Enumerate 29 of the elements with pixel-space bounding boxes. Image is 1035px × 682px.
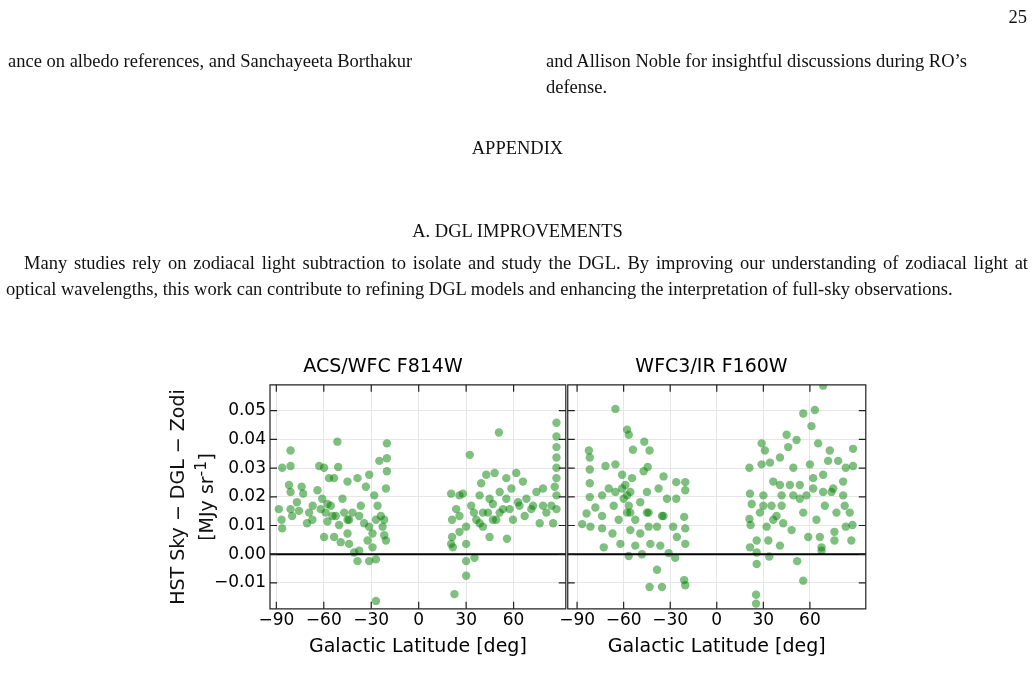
x-tick-label: −30 [353, 609, 390, 630]
x-tick-label: 30 [752, 609, 775, 630]
text: and Allison Noble for insightful discussions during RO’s defense. [546, 50, 968, 99]
text: Many studies rely on zodiacal light subtraction to isolate and study the DGL. By improving our understanding of zodiacal light at optical wavelengths, this work can contribute to refining DGL models and enhancing the interpretation of full-sky observations. [6, 252, 1028, 301]
chart-title: ACS/WFC F814W [303, 354, 463, 377]
text: A. DGL IMPROVEMENTS [411, 220, 624, 243]
x-tick-label: −60 [605, 609, 642, 630]
x-tick-label: 0 [413, 609, 425, 630]
x-tick-label: −90 [258, 609, 295, 630]
chart-title: WFC3/IR F160W [635, 354, 788, 377]
text: ance on albedo references, and Sanchayeeta Borthakur [8, 50, 414, 73]
x-axis-title: Galactic Latitude [deg] [308, 633, 527, 656]
y-tick-label: 0.04 [228, 427, 266, 448]
text: 25 [1008, 6, 1027, 29]
x-tick-label: −90 [559, 609, 596, 630]
text: APPENDIX [470, 137, 565, 160]
y-tick-label: 0.02 [228, 485, 266, 506]
x-tick-label: −60 [305, 609, 342, 630]
y-tick-label: 0.03 [228, 456, 266, 477]
x-tick-label: 60 [502, 609, 525, 630]
y-tick-label: 0.00 [228, 542, 266, 563]
x-tick-label: 30 [455, 609, 477, 630]
y-tick-label: 0.01 [228, 513, 266, 534]
x-tick-label: −30 [652, 609, 689, 630]
x-axis-title: Galactic Latitude [deg] [607, 633, 826, 656]
y-tick-label: 0.05 [228, 399, 266, 420]
x-tick-label: 60 [799, 609, 821, 630]
x-tick-label: 0 [711, 609, 723, 630]
y-tick-label: −0.01 [213, 571, 266, 592]
